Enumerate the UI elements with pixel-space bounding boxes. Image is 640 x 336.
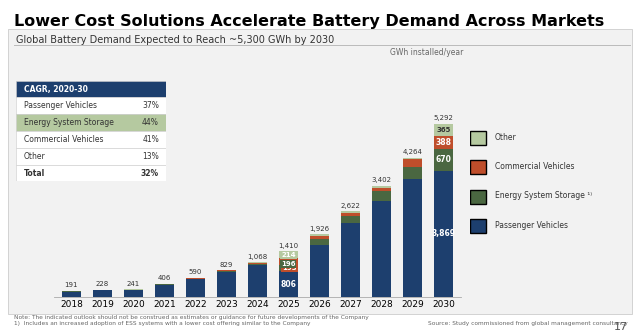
Text: 365: 365 — [436, 127, 451, 133]
Text: 44%: 44% — [142, 118, 159, 127]
Bar — [186, 280, 205, 297]
Bar — [403, 167, 422, 179]
FancyBboxPatch shape — [470, 219, 486, 233]
FancyBboxPatch shape — [16, 97, 166, 114]
Text: 32%: 32% — [141, 169, 159, 177]
Text: 5,292: 5,292 — [434, 115, 454, 121]
Bar — [434, 149, 453, 170]
Bar — [93, 290, 112, 297]
FancyBboxPatch shape — [16, 148, 166, 165]
Text: 193: 193 — [282, 265, 296, 271]
Text: Passenger Vehicles: Passenger Vehicles — [24, 101, 97, 110]
Bar — [372, 186, 391, 187]
Text: Total: Total — [24, 169, 45, 177]
Text: 1,068: 1,068 — [248, 254, 268, 260]
Text: 1,410: 1,410 — [278, 243, 299, 249]
Bar — [434, 136, 453, 149]
FancyBboxPatch shape — [16, 165, 166, 181]
Bar — [217, 271, 236, 272]
Text: 196: 196 — [281, 261, 295, 267]
Text: 806: 806 — [281, 280, 296, 289]
Bar — [372, 201, 391, 297]
FancyBboxPatch shape — [16, 81, 166, 97]
Text: 241: 241 — [127, 281, 140, 287]
Text: 17: 17 — [614, 322, 628, 332]
Text: Other: Other — [495, 133, 516, 142]
Bar — [217, 270, 236, 271]
Text: Energy System Storage ¹⁾: Energy System Storage ¹⁾ — [495, 192, 592, 201]
Bar — [403, 158, 422, 159]
Bar — [124, 290, 143, 297]
Text: 37%: 37% — [142, 101, 159, 110]
Bar — [341, 213, 360, 216]
FancyBboxPatch shape — [16, 131, 166, 148]
Text: 3,869: 3,869 — [432, 229, 456, 239]
Bar — [310, 239, 329, 245]
Text: Commercial Vehicles: Commercial Vehicles — [495, 162, 575, 171]
Bar — [372, 187, 391, 192]
Bar — [248, 264, 268, 265]
Bar — [310, 236, 329, 239]
Text: GWh installed/year: GWh installed/year — [390, 48, 463, 57]
Text: Source: Study commissioned from global management consultancy: Source: Study commissioned from global m… — [428, 321, 628, 326]
Text: 4,264: 4,264 — [403, 149, 422, 155]
Bar — [279, 271, 298, 297]
Bar — [341, 223, 360, 297]
Text: CAGR, 2020-30: CAGR, 2020-30 — [24, 85, 88, 93]
FancyBboxPatch shape — [470, 131, 486, 145]
Bar — [155, 285, 174, 297]
Text: Commercial Vehicles: Commercial Vehicles — [24, 135, 103, 144]
Text: Passenger Vehicles: Passenger Vehicles — [495, 221, 568, 230]
Text: 1,926: 1,926 — [310, 225, 330, 232]
Bar — [217, 272, 236, 297]
Bar — [62, 292, 81, 297]
Text: 388: 388 — [436, 138, 452, 147]
Text: Energy System Storage: Energy System Storage — [24, 118, 113, 127]
Text: 670: 670 — [436, 155, 452, 164]
Text: 1)  Includes an increased adoption of ESS systems with a lower cost offering sim: 1) Includes an increased adoption of ESS… — [14, 321, 310, 326]
Text: Global Battery Demand Expected to Reach ~5,300 GWh by 2030: Global Battery Demand Expected to Reach … — [16, 35, 334, 45]
Text: 228: 228 — [96, 281, 109, 287]
Text: Note: The indicated outlook should not be construed as estimates or guidance for: Note: The indicated outlook should not b… — [14, 315, 369, 320]
Bar — [279, 265, 298, 271]
Bar — [310, 245, 329, 297]
Text: 13%: 13% — [142, 152, 159, 161]
Text: 590: 590 — [189, 269, 202, 276]
Text: 406: 406 — [158, 276, 172, 282]
FancyBboxPatch shape — [470, 160, 486, 174]
Bar — [279, 258, 298, 265]
Text: 3,402: 3,402 — [372, 177, 392, 183]
Bar — [248, 263, 268, 264]
FancyBboxPatch shape — [470, 190, 486, 204]
FancyBboxPatch shape — [16, 114, 166, 131]
Text: 829: 829 — [220, 261, 233, 267]
Text: 191: 191 — [65, 283, 78, 289]
Bar — [403, 179, 422, 297]
Bar — [248, 265, 268, 297]
Bar — [186, 278, 205, 279]
Bar — [341, 211, 360, 213]
Bar — [403, 159, 422, 167]
Bar — [372, 192, 391, 201]
Text: 41%: 41% — [142, 135, 159, 144]
Bar — [310, 234, 329, 236]
Bar — [279, 251, 298, 258]
Text: 2,622: 2,622 — [340, 203, 360, 209]
Bar — [434, 124, 453, 136]
Text: 214: 214 — [282, 252, 296, 258]
Text: Other: Other — [24, 152, 45, 161]
Bar — [8, 29, 632, 314]
Text: Lower Cost Solutions Accelerate Battery Demand Across Markets: Lower Cost Solutions Accelerate Battery … — [14, 14, 604, 29]
Bar — [341, 216, 360, 223]
Bar — [434, 170, 453, 297]
Bar — [155, 284, 174, 285]
Bar — [186, 279, 205, 280]
